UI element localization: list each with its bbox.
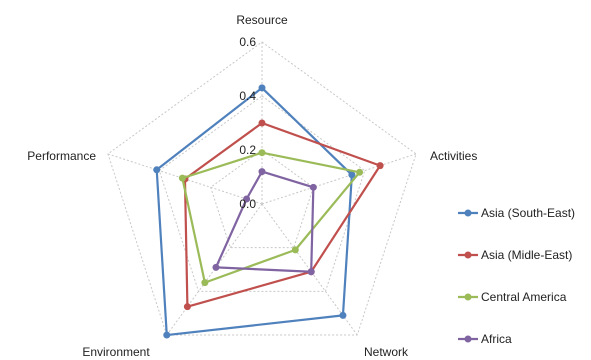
data-point-environment bbox=[201, 279, 209, 287]
series-1 bbox=[153, 84, 356, 339]
legend-swatch-marker bbox=[464, 209, 472, 217]
data-point-activities bbox=[376, 162, 384, 170]
tick-label: 0.6 bbox=[239, 35, 256, 49]
series-3 bbox=[178, 149, 364, 287]
legend-swatch-marker bbox=[464, 293, 472, 301]
series-2 bbox=[181, 119, 384, 311]
data-point-resource bbox=[258, 84, 266, 92]
legend-swatch-marker bbox=[464, 251, 472, 259]
data-point-network bbox=[291, 246, 299, 254]
data-point-resource bbox=[258, 119, 266, 127]
radar-grid bbox=[107, 41, 417, 336]
data-point-network bbox=[307, 268, 315, 276]
legend-item: Central America bbox=[458, 290, 567, 304]
tick-label: 0.4 bbox=[239, 89, 256, 103]
data-point-resource bbox=[258, 168, 266, 176]
data-point-performance bbox=[153, 166, 161, 174]
series-line bbox=[214, 170, 315, 273]
grid-ring bbox=[158, 95, 366, 292]
data-point-environment bbox=[183, 303, 191, 311]
legend-label: Central America bbox=[481, 290, 567, 304]
axis-label-network: Network bbox=[364, 345, 409, 359]
legend-item: Africa bbox=[458, 332, 512, 346]
data-point-activities bbox=[309, 183, 317, 191]
series-line bbox=[183, 121, 382, 308]
radar-series bbox=[153, 84, 384, 339]
legend-item: Asia (Midle-East) bbox=[458, 248, 572, 262]
data-point-performance bbox=[243, 195, 251, 203]
data-point-resource bbox=[258, 149, 266, 157]
series-line bbox=[181, 151, 361, 284]
data-point-environment bbox=[212, 263, 220, 271]
data-point-performance bbox=[178, 174, 186, 182]
grid-ring bbox=[210, 149, 314, 249]
legend-label: Asia (South-East) bbox=[481, 206, 575, 220]
legend: Asia (South-East) Asia (Midle-East) Centra… bbox=[458, 206, 575, 346]
legend-swatch-marker bbox=[464, 335, 472, 343]
tick-labels: 0.0 0.2 0.4 0.6 bbox=[239, 35, 256, 211]
data-point-activities bbox=[348, 171, 356, 179]
data-point-activities bbox=[356, 168, 364, 176]
series-line bbox=[155, 86, 353, 337]
tick-label: 0.0 bbox=[239, 197, 256, 211]
legend-label: Africa bbox=[481, 332, 512, 346]
axis-label-performance: Performance bbox=[27, 149, 96, 163]
axis-label-activities: Activities bbox=[430, 149, 477, 163]
legend-item: Asia (South-East) bbox=[458, 206, 575, 220]
legend-label: Asia (Midle-East) bbox=[481, 248, 572, 262]
axis-label-resource: Resource bbox=[236, 13, 288, 27]
grid-ring bbox=[107, 41, 417, 336]
axis-labels: Resource Activities Network Environment Perf… bbox=[27, 13, 477, 359]
tick-label: 0.2 bbox=[239, 143, 256, 157]
axis-label-environment: Environment bbox=[82, 345, 150, 359]
series-4 bbox=[212, 168, 317, 276]
data-point-network bbox=[339, 311, 347, 319]
spoke-activities bbox=[261, 153, 417, 205]
data-point-environment bbox=[163, 331, 171, 339]
